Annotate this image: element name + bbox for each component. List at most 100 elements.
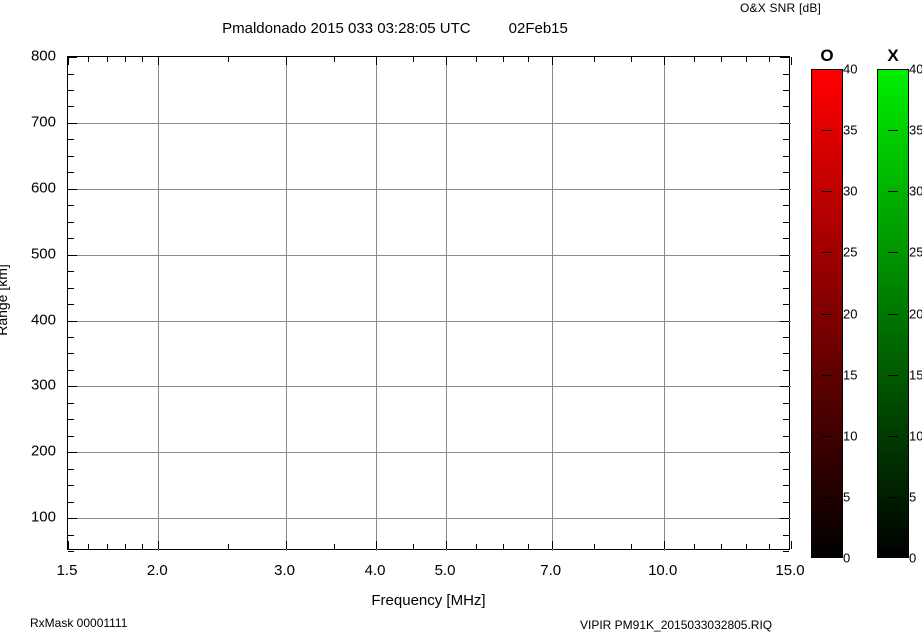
x-tick-label: 5.0 xyxy=(434,562,456,579)
axis-tick xyxy=(285,57,287,65)
axis-tick xyxy=(780,518,789,520)
x-tick-label: 1.5 xyxy=(56,562,78,579)
axis-tick-minor xyxy=(68,468,74,470)
gridline-horizontal xyxy=(68,452,791,454)
axis-tick-minor xyxy=(783,89,789,91)
colorbar-tick xyxy=(888,313,898,315)
gridline-horizontal xyxy=(68,386,791,388)
colorbar-tick xyxy=(888,130,898,132)
colorbar-tick-label: 30 xyxy=(843,183,858,199)
axis-tick-minor xyxy=(783,353,789,355)
colorbar-tick-label: 35 xyxy=(909,122,922,138)
y-tick-label: 300 xyxy=(30,376,56,394)
axis-tick xyxy=(68,452,77,454)
axis-tick-minor xyxy=(783,205,789,207)
axis-tick xyxy=(791,541,792,549)
axis-tick-minor xyxy=(693,544,695,549)
gridline-vertical xyxy=(285,57,287,551)
axis-tick-minor xyxy=(630,544,632,549)
colorbar-tick-label: 35 xyxy=(843,122,858,138)
axis-tick-minor xyxy=(783,287,789,289)
axis-tick-minor xyxy=(769,544,771,549)
axis-tick xyxy=(780,188,789,190)
x-tick-label: 2.0 xyxy=(146,562,168,579)
y-tick-label: 800 xyxy=(30,47,56,65)
axis-tick-minor xyxy=(413,544,414,549)
colorbar-tick xyxy=(888,496,898,498)
gridline-vertical xyxy=(551,57,553,551)
axis-tick-minor xyxy=(746,57,748,62)
axis-tick xyxy=(780,57,789,58)
axis-tick-minor xyxy=(334,57,335,62)
axis-tick-minor xyxy=(142,57,144,62)
axis-tick-minor xyxy=(783,402,789,404)
axis-tick-minor xyxy=(593,57,595,62)
colorbar-tick-label: 30 xyxy=(909,183,922,199)
colorbar-tick xyxy=(888,374,898,376)
axis-tick-minor xyxy=(528,57,530,62)
axis-tick-minor xyxy=(68,501,74,503)
axis-tick-minor xyxy=(528,544,530,549)
axis-tick-minor xyxy=(783,271,789,273)
y-tick-label: 400 xyxy=(30,311,56,328)
axis-tick-minor xyxy=(68,485,74,487)
axis-tick-minor xyxy=(68,106,74,108)
axis-tick-minor xyxy=(68,336,74,338)
axis-tick-minor xyxy=(783,369,789,371)
axis-tick-minor xyxy=(68,73,74,75)
axis-tick-minor xyxy=(720,57,722,62)
axis-tick-minor xyxy=(125,544,127,549)
gridline-vertical xyxy=(446,57,447,551)
colorbar-tick-label: 40 xyxy=(909,61,922,77)
y-tick-label: 600 xyxy=(30,179,56,197)
rxmask-label: RxMask 00001111 xyxy=(30,616,128,630)
axis-tick-minor xyxy=(88,544,90,549)
colorbar-tick xyxy=(822,496,832,498)
axis-tick-minor xyxy=(68,139,74,141)
x-tick-label: 4.0 xyxy=(364,562,386,579)
axis-tick xyxy=(68,57,77,58)
colorbar-tick xyxy=(888,191,898,193)
axis-tick-minor xyxy=(68,155,74,157)
colorbar-tick xyxy=(822,435,832,437)
gridline-horizontal xyxy=(68,320,791,322)
axis-tick-minor xyxy=(783,435,789,437)
axis-tick-minor xyxy=(228,57,230,62)
axis-tick-minor xyxy=(630,57,632,62)
axis-tick-minor xyxy=(125,57,127,62)
axis-tick-minor xyxy=(68,238,74,240)
axis-tick-minor xyxy=(68,205,74,207)
axis-tick-minor xyxy=(68,369,74,371)
axis-tick-minor xyxy=(68,287,74,289)
colorbar-tick-label: 0 xyxy=(843,550,851,566)
colorbar-tick-label: 5 xyxy=(909,489,917,505)
axis-tick-minor xyxy=(693,57,695,62)
axis-tick xyxy=(551,57,553,65)
axis-tick xyxy=(791,57,792,65)
title-station-time: Pmaldonado 2015 033 03:28:05 UTC xyxy=(222,20,471,37)
axis-tick-minor xyxy=(503,57,505,62)
axis-tick-minor xyxy=(746,544,748,549)
colorbar-tick xyxy=(822,313,832,315)
axis-tick-minor xyxy=(503,544,505,549)
axis-tick-minor xyxy=(334,544,335,549)
axis-tick-minor xyxy=(142,544,144,549)
colorbar-tick-label: 15 xyxy=(843,367,858,383)
axis-tick-minor xyxy=(720,544,722,549)
gridline-horizontal xyxy=(68,122,791,124)
axis-tick-minor xyxy=(88,57,90,62)
axis-tick-minor xyxy=(783,468,789,470)
axis-tick-minor xyxy=(783,106,789,108)
x-tick-label: 10.0 xyxy=(648,562,678,579)
x-axis-title: Frequency [MHz] xyxy=(371,592,486,609)
axis-tick-minor xyxy=(769,57,771,62)
colorbar-tick-label: 25 xyxy=(909,244,922,260)
axis-tick-minor xyxy=(783,139,789,141)
axis-tick-minor xyxy=(68,221,74,223)
axis-tick-minor xyxy=(783,534,789,536)
colorbar-tick xyxy=(822,374,832,376)
gridline-vertical xyxy=(376,57,377,551)
colorbar-tick xyxy=(822,252,832,254)
axis-tick xyxy=(663,57,665,65)
y-tick-label: 200 xyxy=(30,442,56,460)
